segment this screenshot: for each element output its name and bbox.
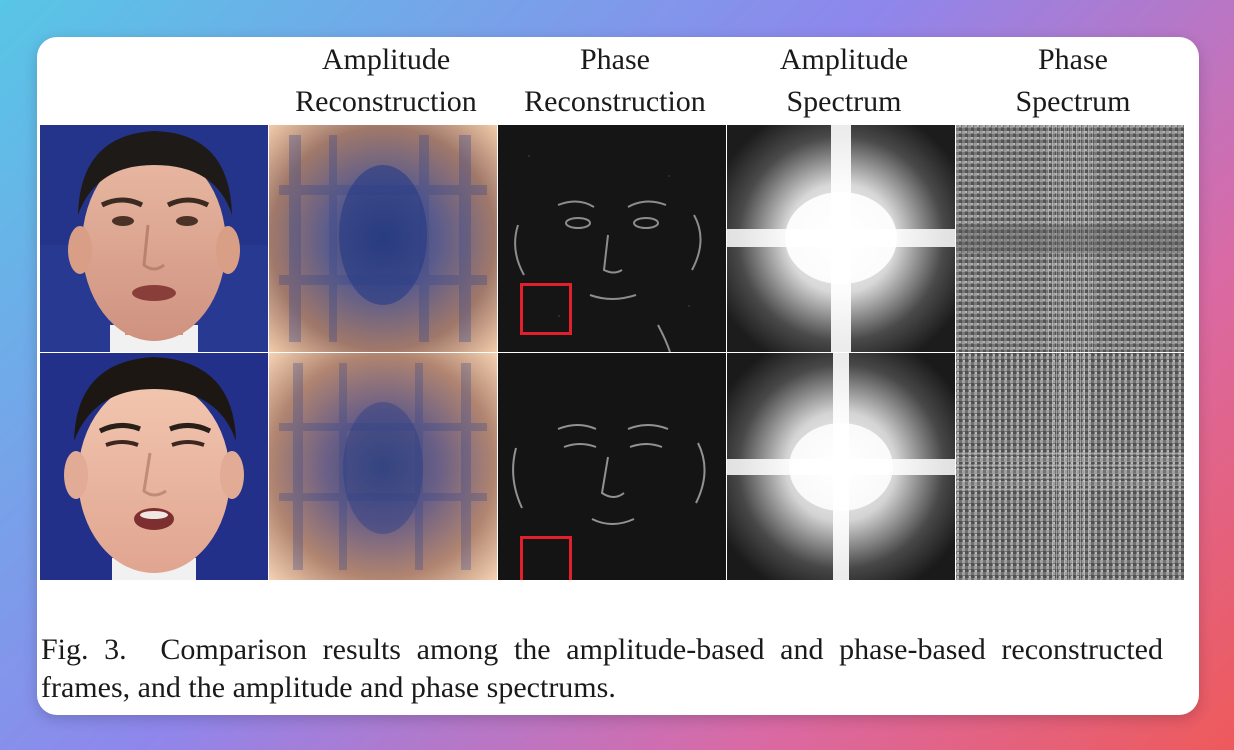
- figure-label: Fig. 3.: [41, 633, 127, 666]
- phase-reconstruction-row1: [498, 125, 726, 352]
- face-image-row2: [40, 353, 268, 580]
- face-image-row1: [40, 125, 268, 352]
- column-header-amplitude-spectrum: Amplitude Spectrum: [779, 43, 909, 118]
- column-header-phase-reconstruction: Phase Reconstruction: [524, 43, 706, 118]
- phase-spectrum-row1: [956, 125, 1184, 352]
- phase-reconstruction-row2: [498, 353, 726, 580]
- amplitude-spectrum-row1: [727, 125, 955, 352]
- column-header-amplitude-reconstruction: Amplitude Reconstruction: [295, 43, 477, 118]
- amplitude-reconstruction-row2: [269, 353, 497, 580]
- figure-card: Amplitude Reconstruction Phase Reconstruct…: [37, 37, 1199, 715]
- highlight-box-row2: [520, 536, 572, 580]
- amplitude-spectrum-row2: [727, 353, 955, 580]
- column-header-phase-spectrum: Phase Spectrum: [1015, 43, 1131, 118]
- figure-caption-text: Comparison results among the amplitude-b…: [41, 633, 1163, 704]
- amplitude-reconstruction-row1: [269, 125, 497, 352]
- phase-spectrum-row2: [956, 353, 1184, 580]
- highlight-box-row1: [520, 283, 572, 335]
- figure-caption: Fig. 3. Comparison results among the amp…: [41, 631, 1163, 707]
